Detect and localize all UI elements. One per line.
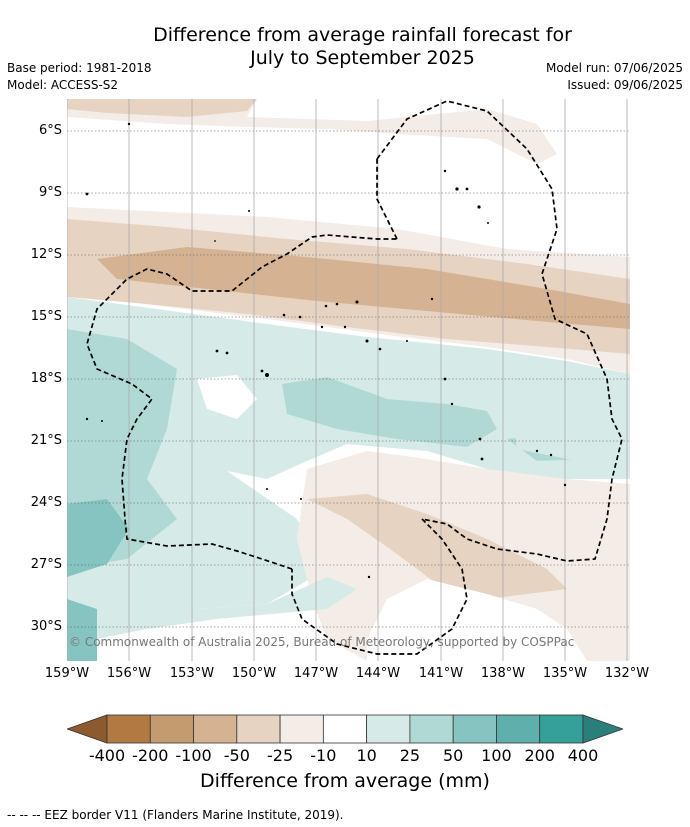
- model-name: Model: ACCESS-S2: [7, 78, 119, 92]
- colorbar-cell: [322, 714, 368, 744]
- colorbar-cell: [366, 714, 411, 744]
- lat-label-21s: 21°S: [30, 433, 62, 448]
- colorbar-cell: [193, 714, 238, 744]
- lon-label-153w: 153°W: [169, 666, 215, 681]
- lon-label-132w: 132°W: [604, 666, 650, 681]
- colorbar-tick-label: 400: [567, 746, 599, 765]
- colorbar-tick-label: -200: [132, 746, 169, 765]
- wet-region-southwest-core: [67, 599, 97, 661]
- colorbar-tick-label: -400: [88, 746, 126, 765]
- colorbar-cell: [236, 714, 281, 744]
- colorbar-extend-low: [67, 714, 108, 744]
- lat-label-24s: 24°S: [30, 495, 62, 510]
- colorbar-tick-label: 200: [524, 746, 555, 765]
- colorbar-cell: [539, 714, 584, 744]
- lat-label-27s: 27°S: [30, 557, 62, 572]
- lat-label-9s: 9°S: [38, 185, 62, 200]
- lat-label-12s: 12°S: [30, 247, 62, 262]
- dry-region-south-core: [307, 494, 567, 599]
- model-run: Model run: 07/06/2025: [545, 61, 683, 75]
- colorbar-tick-label: -10: [310, 746, 337, 765]
- lon-label-138w: 138°W: [480, 666, 526, 681]
- lat-label-30s: 30°S: [30, 619, 62, 634]
- lon-label-141w: 141°W: [418, 666, 464, 681]
- colorbar-cell: [106, 714, 151, 744]
- colorbar-cell: [149, 714, 194, 744]
- colorbar-tick-label: -25: [267, 746, 294, 765]
- colorbar-cell: [496, 714, 541, 744]
- colorbar-tick-label: 50: [442, 746, 464, 765]
- wet-region-southwest: [67, 577, 357, 644]
- wet-region-central: [282, 377, 497, 447]
- dry-region-north-core: [67, 99, 257, 117]
- meridian-lines: [67, 99, 628, 661]
- colorbar-title: Difference from average (mm): [200, 770, 490, 792]
- white-region-south: [367, 579, 587, 661]
- colorbar-tick-label: 25: [399, 746, 421, 765]
- eez-legend-note: -- -- -- EEZ border V11 (Flanders Marine…: [7, 808, 344, 822]
- title-line-2: July to September 2025: [250, 47, 475, 69]
- lon-label-150w: 150°W: [231, 666, 277, 681]
- colorbar-extend-high: [582, 714, 623, 744]
- issued-date: Issued: 09/06/2025: [567, 78, 683, 92]
- wet-region-west: [67, 297, 630, 614]
- eez-borders: [86, 100, 623, 655]
- colorbar-tick-label: -100: [175, 746, 212, 765]
- wet-region-east-outer: [507, 371, 630, 469]
- lat-label-6s: 6°S: [38, 123, 62, 138]
- island-markers: [85, 122, 567, 579]
- lat-label-18s: 18°S: [30, 371, 62, 386]
- colorbar-cell: [279, 714, 324, 744]
- lon-label-147w: 147°W: [293, 666, 339, 681]
- dry-band-core: [97, 247, 630, 329]
- dry-pocket-west: [197, 375, 257, 419]
- colorbar-tick-label: 100: [481, 746, 512, 765]
- copyright-notice: © Commonwealth of Australia 2025, Bureau…: [69, 635, 574, 649]
- rainfall-map: © Commonwealth of Australia 2025, Bureau…: [67, 99, 630, 661]
- gridlines: [67, 130, 630, 628]
- colorbar-cell: [409, 714, 454, 744]
- lon-label-135w: 135°W: [542, 666, 588, 681]
- base-period: Base period: 1981-2018: [7, 61, 152, 75]
- lon-label-156w: 156°W: [106, 666, 152, 681]
- wet-region-west-core: [67, 499, 129, 577]
- lon-label-159w: 159°W: [44, 666, 90, 681]
- colorbar-tick-label: -50: [223, 746, 250, 765]
- lat-label-15s: 15°S: [30, 309, 62, 324]
- colorbar-cell: [452, 714, 497, 744]
- lon-label-144w: 144°W: [355, 666, 401, 681]
- title-line-1: Difference from average rainfall forecas…: [153, 24, 572, 46]
- colorbar: [67, 714, 623, 744]
- colorbar-tick-label: 10: [356, 746, 377, 765]
